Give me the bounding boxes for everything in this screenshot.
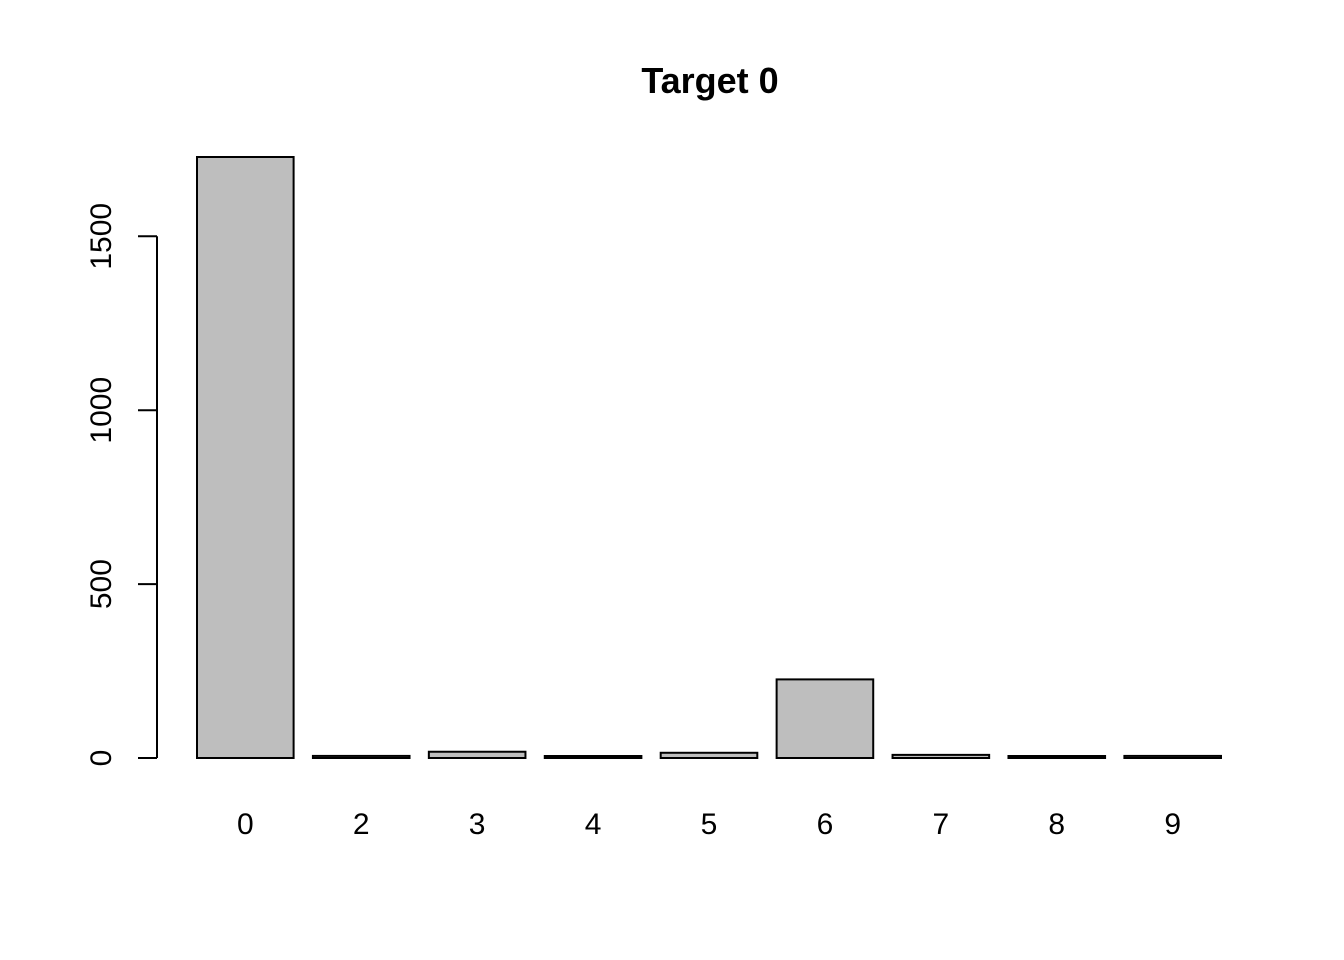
bar-7 bbox=[891, 753, 991, 760]
x-tick-label: 8 bbox=[1048, 808, 1065, 841]
x-tick-label: 0 bbox=[237, 808, 254, 841]
bars bbox=[196, 156, 1223, 760]
bar-9 bbox=[1123, 754, 1223, 760]
x-tick-label: 6 bbox=[817, 808, 834, 841]
y-tick-label: 1000 bbox=[85, 377, 118, 444]
x-tick-label: 7 bbox=[933, 808, 950, 841]
bar-3 bbox=[427, 750, 527, 759]
bar-6 bbox=[775, 678, 875, 759]
x-tick-label: 5 bbox=[701, 808, 718, 841]
x-tick-label: 9 bbox=[1164, 808, 1181, 841]
bar-0 bbox=[196, 156, 295, 759]
bar-4 bbox=[543, 755, 643, 759]
x-tick-label: 4 bbox=[585, 808, 602, 841]
x-axis-labels: 0 2 3 4 5 6 7 8 9 bbox=[237, 808, 1181, 841]
bar-5 bbox=[659, 751, 759, 759]
y-tick-label: 1500 bbox=[85, 203, 118, 270]
y-tick-label: 0 bbox=[85, 750, 118, 767]
y-axis: 0 500 1000 1500 bbox=[85, 203, 158, 767]
x-tick-label: 3 bbox=[469, 808, 486, 841]
y-tick-label: 500 bbox=[85, 559, 118, 609]
bar-2 bbox=[311, 754, 411, 760]
chart-title: Target 0 bbox=[641, 60, 778, 101]
bar-8 bbox=[1007, 755, 1107, 759]
x-tick-label: 2 bbox=[353, 808, 370, 841]
